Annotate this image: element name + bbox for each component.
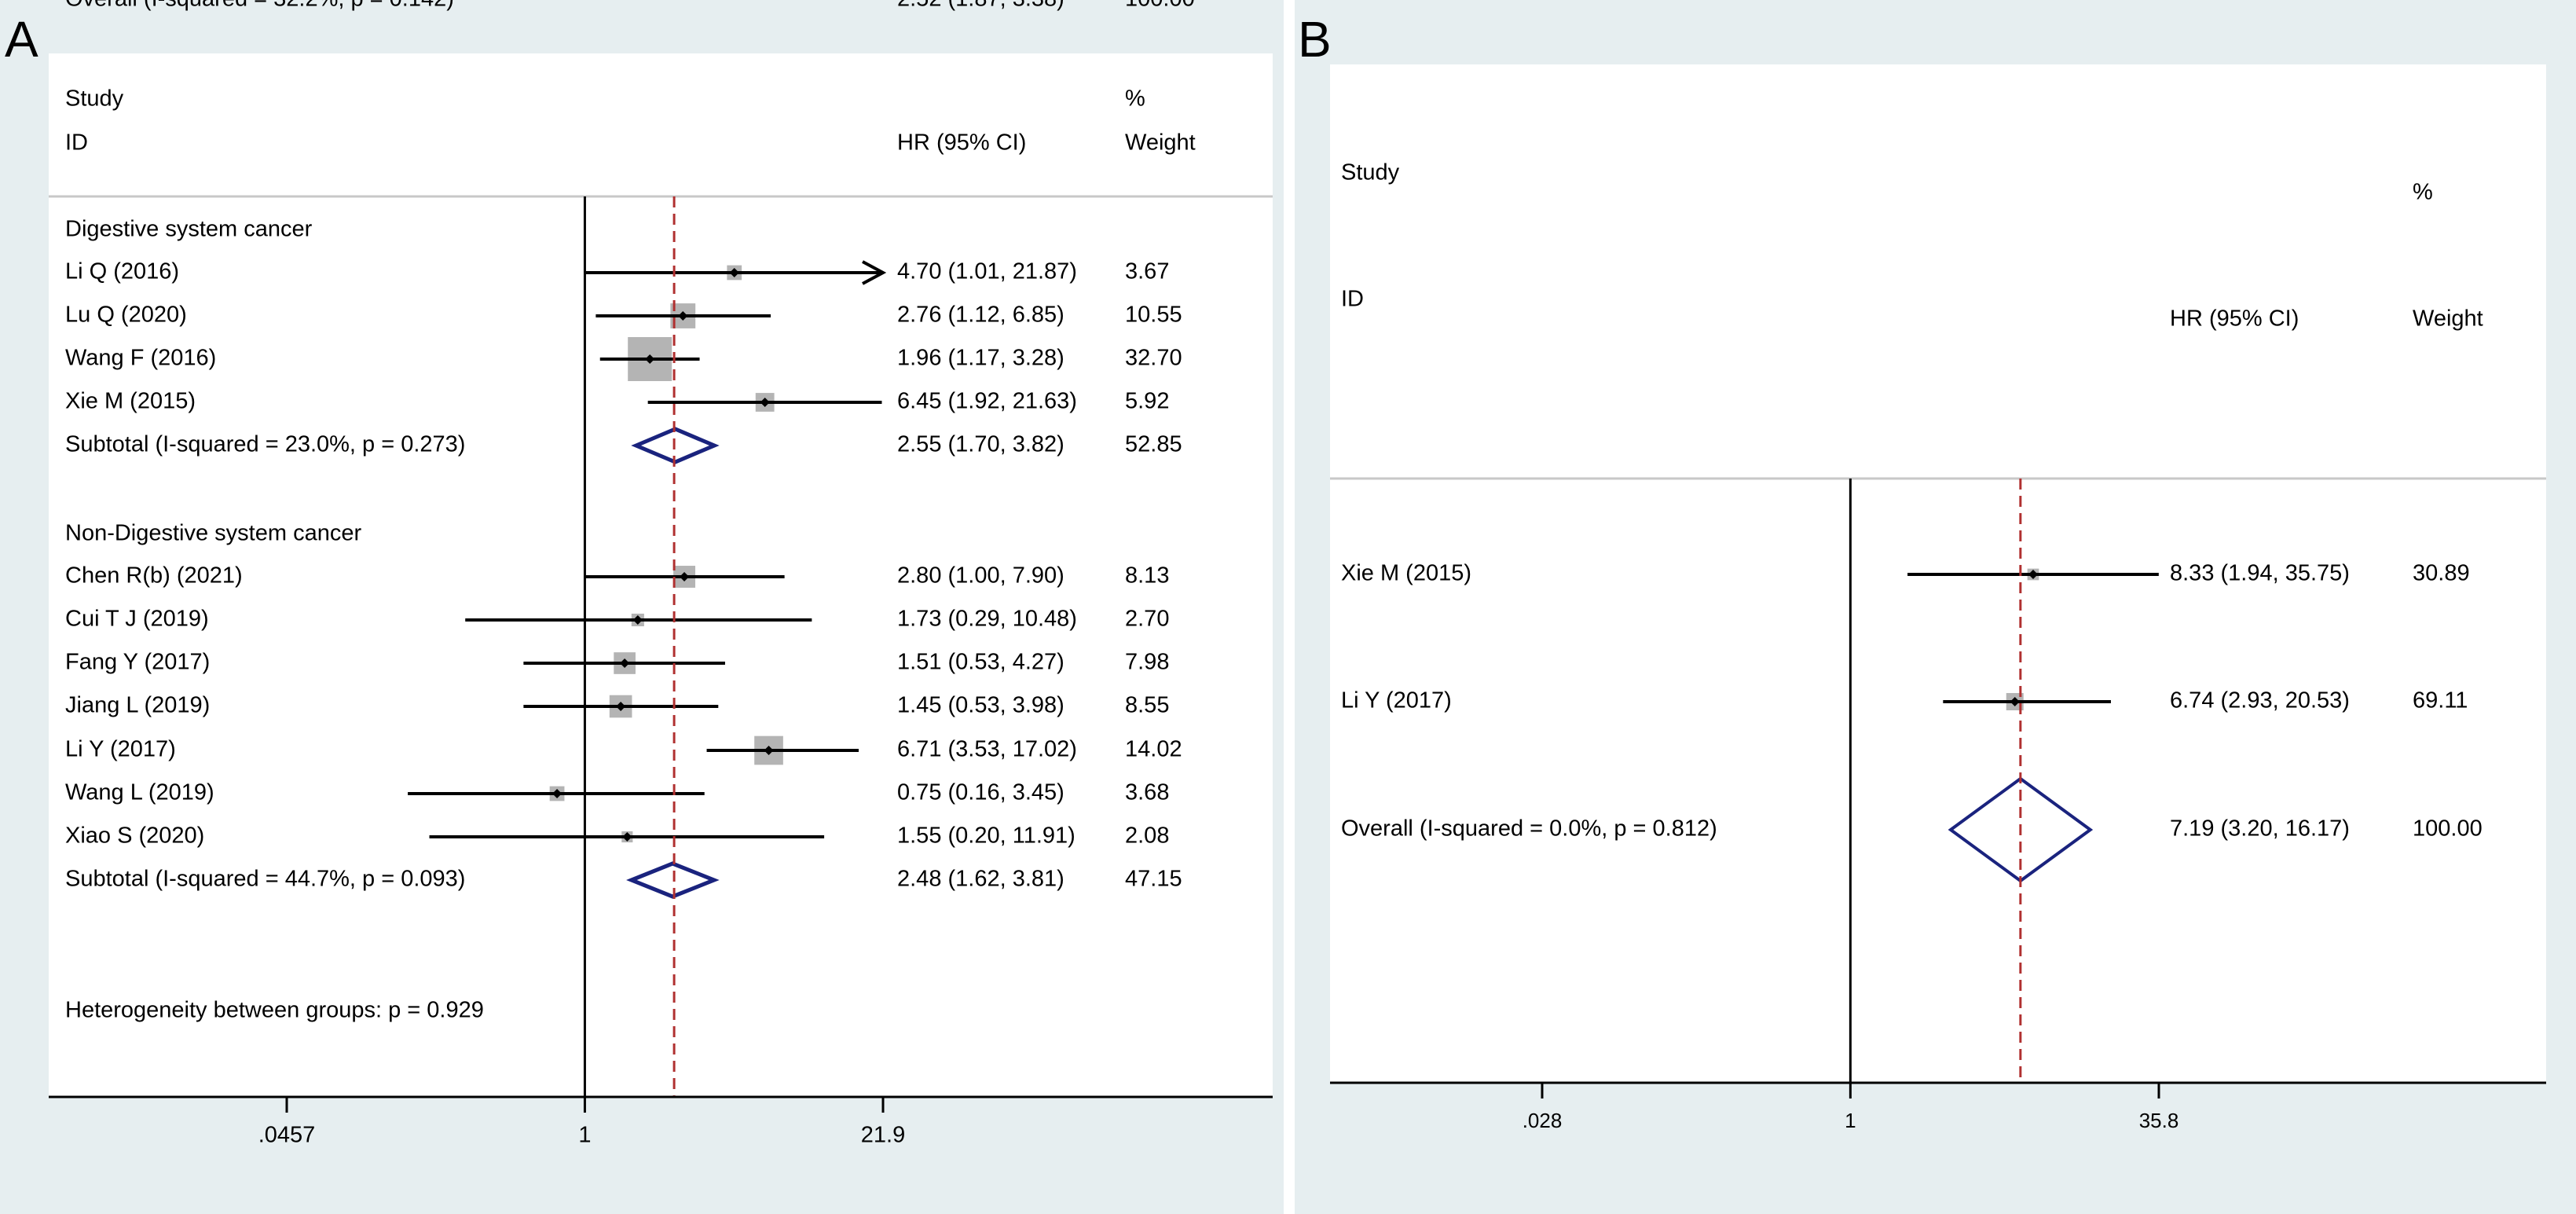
- subtotal-label: Subtotal (I-squared = 23.0%, p = 0.273): [65, 432, 465, 457]
- study-label: Cui T J (2019): [65, 607, 209, 632]
- weight-text: 3.68: [1125, 780, 1169, 805]
- panel-b-letter: B: [1298, 11, 1332, 68]
- study-label: Chen R(b) (2021): [65, 563, 243, 589]
- study-label: Fang Y (2017): [65, 650, 210, 675]
- study-label: Xiao S (2020): [65, 823, 204, 849]
- header-id: ID: [65, 130, 88, 156]
- x-tick-label: 1: [578, 1123, 591, 1148]
- ci-text: 8.33 (1.94, 35.75): [2170, 561, 2350, 586]
- point-estimate: [764, 746, 774, 755]
- overall-label: Overall (I-squared = 32.2%, p = 0.142): [65, 0, 454, 12]
- x-tick-label: .0457: [258, 1123, 316, 1148]
- header-weight: Weight: [2413, 306, 2483, 332]
- subtotal-weight-text: 47.15: [1125, 867, 1182, 892]
- study-label: Li Y (2017): [1341, 688, 1452, 713]
- weight-text: 30.89: [2413, 561, 2470, 586]
- header-weight: Weight: [1125, 130, 1196, 156]
- overall-weight-text: 100.00: [2413, 816, 2483, 842]
- weight-text: 32.70: [1125, 346, 1182, 371]
- weight-text: 69.11: [2413, 688, 2468, 713]
- header-weight-percent: %: [2413, 180, 2433, 205]
- subtotal-ci-text: 2.48 (1.62, 3.81): [897, 867, 1064, 892]
- weight-text: 2.70: [1125, 607, 1169, 632]
- ci-text: 6.45 (1.92, 21.63): [897, 389, 1077, 414]
- study-label: Jiang L (2019): [65, 693, 210, 718]
- point-estimate: [645, 354, 655, 364]
- point-estimate: [620, 658, 630, 668]
- forest-plot-a: Study ID HR (95% CI)% Weight Digestive syste…: [0, 0, 1273, 1148]
- weight-text: 2.08: [1125, 823, 1169, 849]
- point-estimate: [552, 789, 562, 798]
- overall-ci-text: 7.19 (3.20, 16.17): [2170, 816, 2350, 842]
- weight-text: 8.55: [1125, 693, 1169, 718]
- ci-text: 4.70 (1.01, 21.87): [897, 259, 1077, 284]
- overall-diamond: [1948, 776, 2094, 883]
- point-estimate: [622, 832, 632, 842]
- heterogeneity-label: Heterogeneity between groups: p = 0.929: [65, 998, 484, 1023]
- point-estimate: [729, 268, 739, 277]
- point-estimate: [678, 311, 688, 321]
- header-weight-percent: %: [1125, 86, 1145, 112]
- ci-text: 0.75 (0.16, 3.45): [897, 780, 1064, 805]
- ci-text: 1.51 (0.53, 4.27): [897, 650, 1064, 675]
- weight-text: 14.02: [1125, 737, 1182, 762]
- weight-text: 7.98: [1125, 650, 1169, 675]
- subtotal-ci-text: 2.55 (1.70, 3.82): [897, 432, 1064, 457]
- subtotal-diamond: [631, 427, 720, 464]
- weight-text: 8.13: [1125, 563, 1169, 589]
- ci-text: 2.80 (1.00, 7.90): [897, 563, 1064, 589]
- x-tick-label: 21.9: [861, 1123, 905, 1148]
- overall-weight-text: 100.00: [1125, 0, 1195, 12]
- weight-text: 10.55: [1125, 303, 1182, 328]
- ci-text: 6.74 (2.93, 20.53): [2170, 688, 2350, 713]
- group-label: Digestive system cancer: [65, 217, 313, 242]
- x-tick-label: 1: [1845, 1109, 1856, 1132]
- weight-text: 3.67: [1125, 259, 1169, 284]
- ci-arrow: [862, 260, 887, 285]
- ci-text: 2.76 (1.12, 6.85): [897, 303, 1064, 328]
- study-label: Lu Q (2020): [65, 303, 187, 328]
- subtotal-weight-text: 52.85: [1125, 432, 1182, 457]
- point-estimate: [2028, 570, 2038, 579]
- ci-text: 1.55 (0.20, 11.91): [897, 823, 1075, 849]
- header-id: ID: [1341, 287, 1364, 312]
- header-effect: HR (95% CI): [897, 130, 1026, 156]
- weight-text: 5.92: [1125, 389, 1169, 414]
- subtotal-diamond: [626, 861, 720, 899]
- study-label: Li Y (2017): [65, 737, 176, 762]
- point-estimate: [680, 572, 690, 581]
- study-label: Wang F (2016): [65, 346, 216, 371]
- header-effect: HR (95% CI): [2170, 306, 2299, 332]
- overall-ci-text: 2.52 (1.87, 3.38): [897, 0, 1064, 12]
- ci-text: 1.73 (0.29, 10.48): [897, 607, 1077, 632]
- header-study: Study: [1341, 160, 1400, 185]
- x-tick-label: 35.8: [2139, 1109, 2179, 1132]
- point-estimate: [2010, 697, 2020, 706]
- group-label: Non-Digestive system cancer: [65, 521, 361, 546]
- panel-divider: [1284, 0, 1295, 1214]
- header-study: Study: [65, 86, 124, 112]
- subtotal-label: Subtotal (I-squared = 44.7%, p = 0.093): [65, 867, 465, 892]
- study-label: Wang L (2019): [65, 780, 214, 805]
- x-tick-label: .028: [1523, 1109, 1563, 1132]
- point-estimate: [616, 702, 626, 711]
- study-label: Xie M (2015): [1341, 561, 1471, 586]
- point-estimate: [760, 398, 770, 407]
- point-estimate: [632, 615, 643, 625]
- ci-text: 1.45 (0.53, 3.98): [897, 693, 1064, 718]
- study-label: Li Q (2016): [65, 259, 179, 284]
- ci-text: 1.96 (1.17, 3.28): [897, 346, 1064, 371]
- overall-label: Overall (I-squared = 0.0%, p = 0.812): [1341, 816, 1717, 842]
- study-label: Xie M (2015): [65, 389, 196, 414]
- ci-text: 6.71 (3.53, 17.02): [897, 737, 1077, 762]
- panel-a-letter: A: [5, 11, 38, 68]
